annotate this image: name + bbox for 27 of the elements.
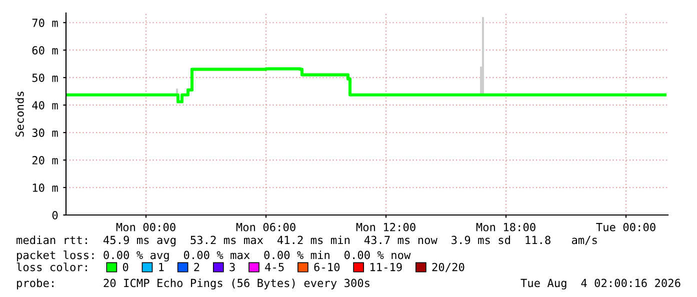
text: packet loss: 0.00 % avg 0.00 % max 0.00 % min 0.00 % now — [17, 250, 411, 262]
y-tick-label: 40 m — [32, 101, 58, 110]
x-tick-label: Tue 00:00 — [596, 222, 656, 232]
legend-label: 2 — [194, 262, 200, 272]
x-tick-label: Mon 06:00 — [236, 222, 296, 232]
y-tick-label: 50 m — [32, 74, 58, 82]
text: median rtt: 45.9 ms avg 53.2 ms max 41.2 ms min 43.7 ms now 3.9 ms sd 11.8 am/s — [16, 236, 597, 246]
legend-label: 1 — [159, 262, 164, 272]
text: probe: 20 ICMP Echo Pings (56 Bytes) every 300s — [17, 278, 370, 290]
y-tick-label: 30 m — [32, 128, 58, 137]
y-tick-label: 0 — [52, 211, 58, 220]
legend-title: loss color: — [16, 262, 87, 272]
y-tick-label: 60 m — [32, 46, 58, 55]
x-tick-label: Mon 00:00 — [116, 222, 176, 232]
y-axis-title: Seconds — [15, 92, 24, 137]
y-tick-label: 10 m — [32, 184, 58, 192]
legend-label: 3 — [230, 262, 235, 272]
y-tick-label: 20 m — [32, 156, 58, 164]
text: Tue Aug 4 02:00:16 2026 — [520, 278, 680, 290]
legend-label: 20/20 — [432, 262, 464, 272]
legend-label: 4-5 — [265, 262, 284, 272]
legend-label: 6-10 — [314, 262, 340, 272]
x-tick-label: Mon 12:00 — [356, 222, 416, 232]
legend-label: 11-19 — [370, 262, 402, 272]
legend-label: 0 — [122, 262, 128, 272]
y-tick-label: 70 m — [32, 18, 58, 28]
x-tick-label: Mon 18:00 — [476, 222, 536, 232]
